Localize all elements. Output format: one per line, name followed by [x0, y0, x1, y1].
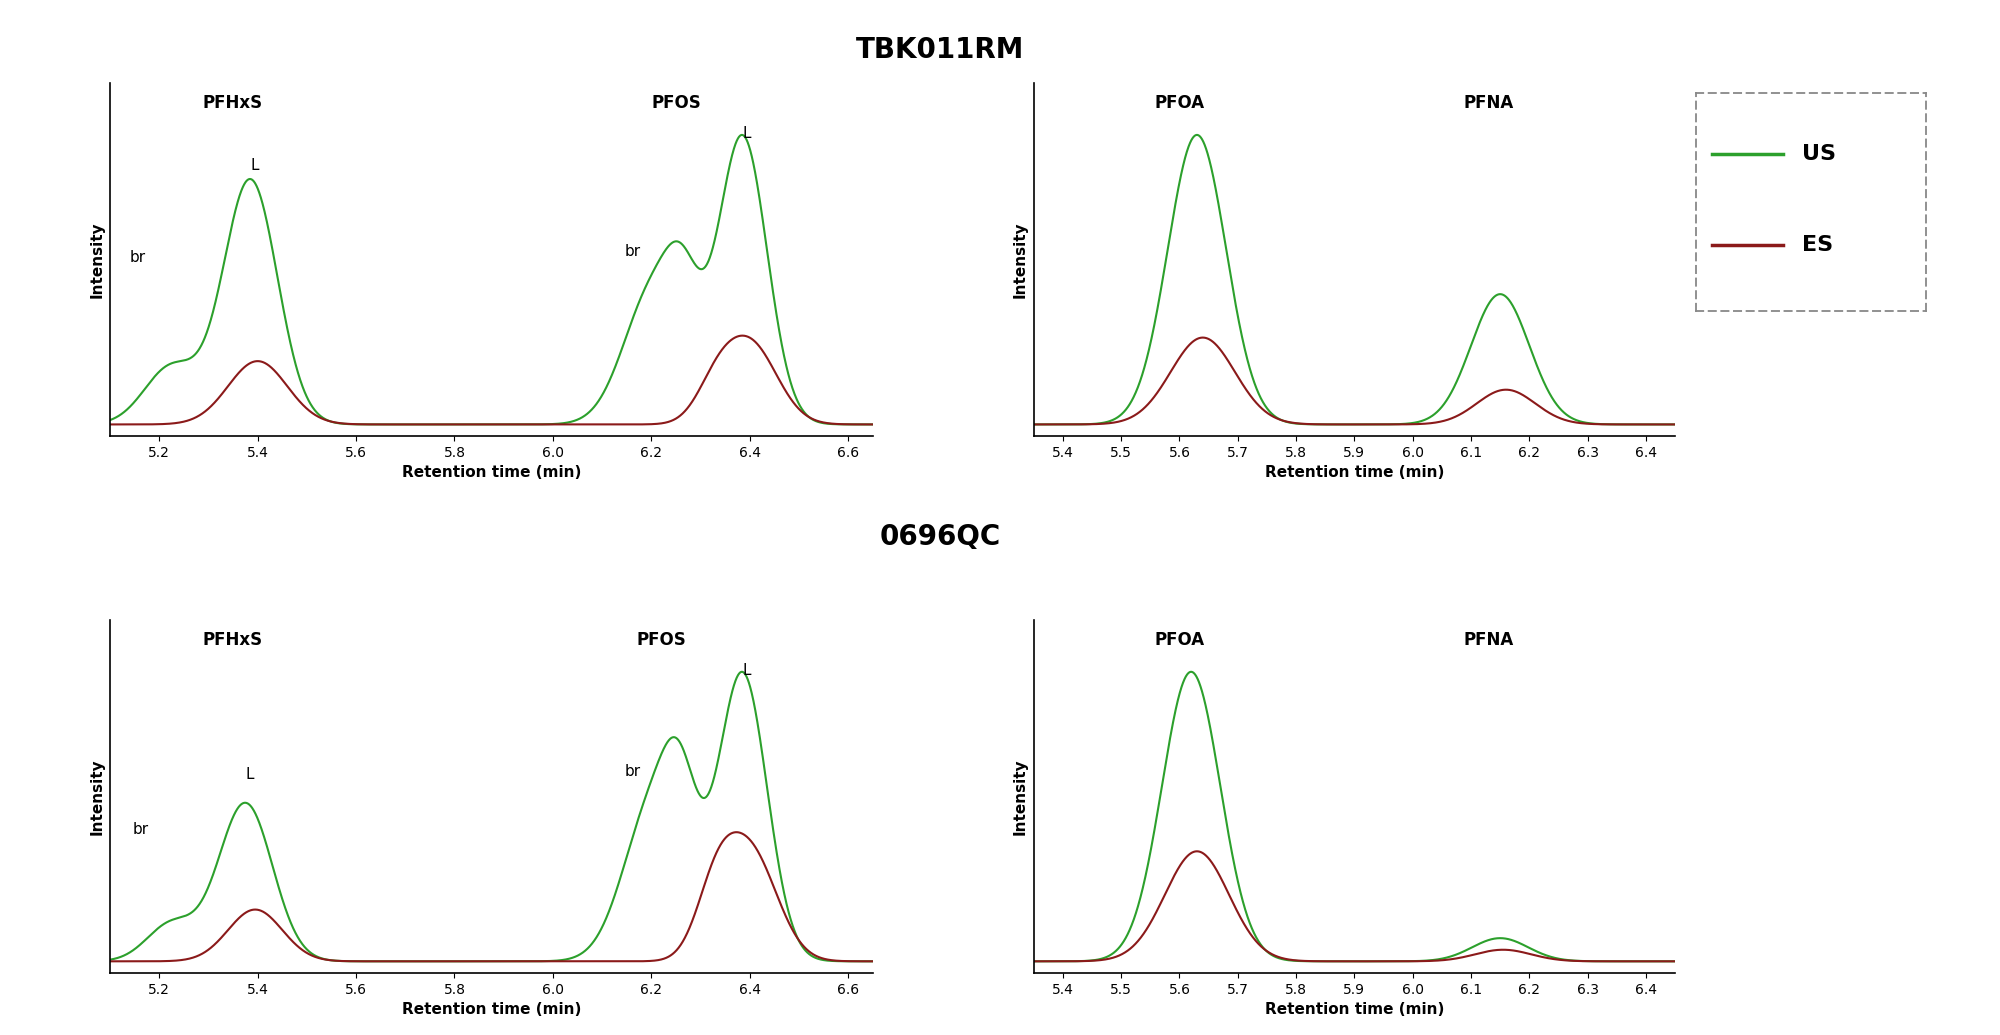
Text: br: br — [624, 764, 640, 779]
Text: PFHxS: PFHxS — [202, 630, 264, 649]
Text: US: US — [1802, 144, 1836, 164]
Text: ES: ES — [1802, 235, 1832, 256]
Text: L: L — [250, 157, 258, 173]
Y-axis label: Intensity: Intensity — [1014, 758, 1028, 834]
Y-axis label: Intensity: Intensity — [90, 758, 104, 834]
Text: PFOA: PFOA — [1154, 630, 1204, 649]
Text: br: br — [624, 244, 640, 260]
Text: PFOA: PFOA — [1154, 94, 1204, 112]
Text: 0696QC: 0696QC — [880, 523, 1000, 551]
Text: PFHxS: PFHxS — [202, 94, 264, 112]
Text: PFOS: PFOS — [636, 630, 686, 649]
Y-axis label: Intensity: Intensity — [90, 221, 104, 298]
Y-axis label: Intensity: Intensity — [1014, 221, 1028, 298]
X-axis label: Retention time (min): Retention time (min) — [1264, 466, 1444, 480]
X-axis label: Retention time (min): Retention time (min) — [1264, 1002, 1444, 1017]
X-axis label: Retention time (min): Retention time (min) — [402, 1002, 582, 1017]
Text: PFOS: PFOS — [652, 94, 700, 112]
Text: PFNA: PFNA — [1464, 630, 1514, 649]
Text: L: L — [742, 125, 750, 141]
Text: L: L — [246, 767, 254, 781]
Text: br: br — [132, 822, 148, 837]
Text: L: L — [742, 662, 750, 678]
X-axis label: Retention time (min): Retention time (min) — [402, 466, 582, 480]
Text: TBK011RM: TBK011RM — [856, 36, 1024, 64]
Text: PFNA: PFNA — [1464, 94, 1514, 112]
Text: br: br — [130, 250, 146, 265]
